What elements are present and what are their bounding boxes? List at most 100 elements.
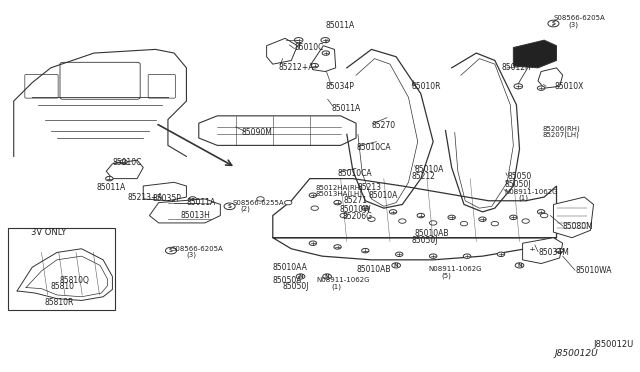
Text: 85050J: 85050J [504, 180, 531, 189]
Text: N: N [517, 263, 522, 268]
Circle shape [368, 217, 375, 221]
Circle shape [257, 197, 264, 201]
Text: 85012H: 85012H [501, 63, 531, 72]
Text: 85010X: 85010X [554, 82, 584, 91]
Circle shape [399, 219, 406, 223]
Text: N08911-1062G: N08911-1062G [316, 277, 369, 283]
Polygon shape [143, 182, 186, 201]
Circle shape [120, 160, 127, 164]
Text: (2): (2) [240, 206, 250, 212]
Text: J850012U: J850012U [555, 350, 598, 359]
Text: 85012HA(RH): 85012HA(RH) [316, 185, 364, 191]
Circle shape [309, 241, 317, 246]
Text: 85010AB: 85010AB [356, 264, 390, 273]
Polygon shape [199, 116, 356, 145]
Text: 85010AB: 85010AB [415, 230, 449, 238]
Circle shape [463, 254, 471, 259]
Text: 85010WA: 85010WA [575, 266, 612, 275]
Circle shape [522, 219, 529, 223]
Circle shape [309, 193, 317, 198]
Circle shape [538, 86, 545, 90]
Text: 85035P: 85035P [152, 195, 181, 203]
Circle shape [311, 63, 319, 68]
Text: 85810Q: 85810Q [60, 276, 90, 285]
Bar [8, 228, 115, 310]
Text: 85212+A: 85212+A [279, 63, 314, 72]
Circle shape [497, 252, 505, 257]
Polygon shape [17, 249, 113, 301]
Text: 85271: 85271 [344, 196, 368, 205]
Text: (3): (3) [569, 22, 579, 28]
Circle shape [448, 215, 456, 219]
Text: 85011A: 85011A [97, 183, 126, 192]
Text: 85810: 85810 [51, 282, 75, 291]
Circle shape [396, 252, 403, 257]
Circle shape [362, 206, 369, 211]
Circle shape [323, 274, 332, 279]
Circle shape [556, 248, 563, 253]
Text: S08566-6205A: S08566-6205A [171, 246, 223, 252]
Circle shape [340, 213, 348, 218]
Text: 85010A: 85010A [415, 165, 444, 174]
Text: N: N [298, 274, 303, 279]
Text: 85034M: 85034M [538, 248, 569, 257]
Text: 85011A: 85011A [186, 198, 216, 207]
Text: J850012U: J850012U [593, 340, 634, 349]
Text: 85013HA(LH): 85013HA(LH) [316, 191, 363, 198]
Polygon shape [523, 238, 563, 263]
Circle shape [479, 217, 486, 221]
Text: (5): (5) [441, 272, 451, 279]
Text: 85207(LH): 85207(LH) [543, 132, 580, 138]
Text: 85212: 85212 [412, 172, 435, 181]
Text: 85213: 85213 [358, 183, 382, 192]
FancyBboxPatch shape [60, 62, 140, 99]
Circle shape [491, 221, 499, 226]
Text: 85010A: 85010A [369, 191, 398, 200]
Text: N: N [394, 263, 399, 268]
Text: S08566-6255A: S08566-6255A [233, 200, 284, 206]
Text: 85050A: 85050A [273, 276, 302, 285]
Text: 85810R: 85810R [45, 298, 74, 307]
Circle shape [548, 20, 559, 27]
Text: 85010C: 85010C [113, 157, 142, 167]
Text: 85010W: 85010W [339, 205, 371, 214]
Text: 85213+A: 85213+A [128, 193, 163, 202]
Text: 85013H: 85013H [180, 211, 210, 220]
Text: N08911-1062G: N08911-1062G [429, 266, 483, 272]
Text: 85010C: 85010C [294, 43, 324, 52]
Circle shape [392, 263, 401, 268]
Circle shape [429, 221, 437, 225]
Polygon shape [554, 197, 593, 238]
Circle shape [460, 221, 468, 226]
Text: 85050: 85050 [507, 172, 531, 181]
Circle shape [538, 210, 545, 214]
Text: 85206G: 85206G [342, 212, 372, 221]
Polygon shape [311, 46, 336, 71]
Text: N08911-1062G: N08911-1062G [504, 189, 557, 195]
Text: S: S [169, 248, 173, 253]
Text: 85206(RH): 85206(RH) [543, 125, 580, 132]
Text: 85010CA: 85010CA [356, 143, 390, 152]
Circle shape [528, 247, 536, 251]
Text: 85010CA: 85010CA [337, 169, 372, 177]
FancyBboxPatch shape [148, 74, 175, 98]
Circle shape [166, 247, 177, 254]
Circle shape [541, 213, 548, 218]
Circle shape [515, 263, 524, 268]
Circle shape [417, 213, 424, 218]
Text: 85011A: 85011A [325, 21, 355, 30]
Text: 85050J: 85050J [412, 236, 438, 245]
Polygon shape [538, 68, 563, 88]
Text: 85010AA: 85010AA [273, 263, 308, 272]
Circle shape [296, 274, 305, 279]
Circle shape [311, 206, 319, 211]
Circle shape [322, 51, 330, 55]
Text: (1): (1) [332, 283, 341, 290]
Text: (3): (3) [186, 252, 196, 258]
FancyBboxPatch shape [25, 74, 58, 98]
Circle shape [321, 38, 330, 43]
Circle shape [224, 203, 235, 210]
Polygon shape [513, 40, 557, 68]
Text: 85050J: 85050J [282, 282, 308, 291]
Polygon shape [106, 160, 143, 179]
